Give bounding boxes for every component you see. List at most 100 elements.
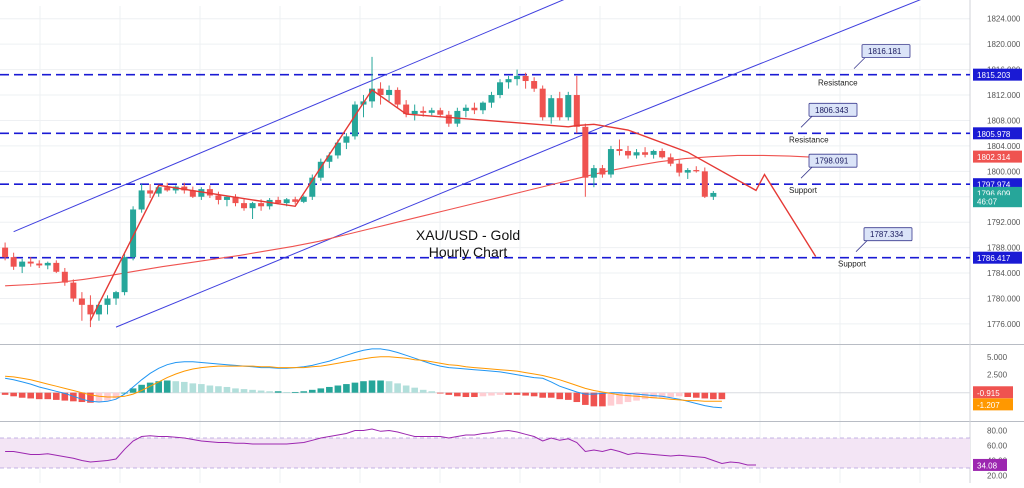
macd-histogram-bar [291, 391, 299, 393]
macd-histogram-bar [215, 386, 222, 393]
candle-body [70, 282, 77, 299]
macd-histogram-bar [44, 392, 52, 400]
price-tick-label: 1776.000 [987, 320, 1021, 329]
level-label: Resistance [789, 135, 829, 144]
price-label-box [973, 127, 1022, 140]
candle-body [454, 110, 461, 124]
level-callout-value: 1806.343 [815, 106, 849, 115]
macd-histogram-bar [240, 389, 248, 393]
candle-body [10, 257, 17, 267]
macd-signal-line [5, 356, 722, 402]
candle-body [189, 190, 196, 197]
macd-histogram-bar [556, 392, 564, 400]
candle-body [531, 81, 538, 89]
candle-body [326, 155, 333, 162]
level-label: Support [789, 186, 818, 195]
candle-body [232, 196, 239, 204]
candle-body [369, 88, 376, 102]
price-label-text: 1802.314 [977, 153, 1011, 162]
macd-histogram-bar [334, 385, 342, 393]
rsi-tick-label: 60.00 [987, 442, 1008, 451]
candle-body [403, 104, 410, 115]
macd-histogram-bar [206, 385, 214, 393]
macd-histogram-bar [564, 392, 572, 400]
macd-histogram-bar [692, 392, 700, 398]
candle-body [19, 261, 26, 267]
candle-body [95, 304, 102, 315]
price-label-text: 1796.609 [977, 189, 1011, 198]
macd-histogram-bar [573, 392, 581, 403]
candle-body [53, 262, 60, 272]
macd-histogram-bar [223, 386, 231, 393]
candle-body [223, 196, 230, 200]
price-label-text: 1786.417 [977, 254, 1011, 263]
price-tick-label: 1784.000 [987, 269, 1021, 278]
macd-histogram-bar [95, 392, 103, 403]
macd-histogram-bar [513, 392, 521, 395]
macd-value-text: -1.207 [977, 401, 1000, 410]
price-label-box [973, 150, 1022, 163]
macd-histogram-bar [326, 386, 333, 393]
macd-histogram-bar [283, 391, 290, 393]
wave-pattern-line [89, 88, 817, 322]
callout-box [808, 153, 858, 168]
candle-body [565, 95, 572, 118]
candle-body [61, 271, 68, 283]
candle-body [309, 177, 316, 197]
candle-body [147, 190, 154, 194]
macd-histogram-bar [257, 390, 265, 393]
price-tick-label: 1792.000 [987, 218, 1021, 227]
candle-body [44, 262, 51, 266]
candle-body [104, 298, 111, 305]
price-label-text: 46:07 [977, 198, 998, 207]
candle-body [386, 89, 393, 96]
candle-body [667, 157, 674, 164]
candle-body [573, 95, 580, 127]
callout-pointer [853, 56, 867, 69]
macd-histogram-bar [530, 392, 538, 397]
macd-histogram-bar [377, 380, 384, 393]
macd-histogram-bar [300, 391, 308, 393]
level-label: Support [838, 260, 867, 269]
macd-histogram-bar [308, 389, 316, 393]
candle-body [710, 192, 717, 197]
macd-histogram-bar [462, 392, 470, 398]
price-tick-label: 1804.000 [987, 142, 1021, 151]
macd-histogram-bar [87, 392, 94, 403]
macd-histogram-bar [599, 392, 606, 407]
macd-histogram-bar [78, 392, 86, 403]
candle-body [522, 75, 529, 82]
macd-histogram-bar [232, 388, 239, 393]
trend-line [13, 0, 565, 233]
price-label-text: 1797.974 [977, 181, 1011, 190]
candle-body [607, 149, 614, 175]
rsi-value-box [973, 458, 1007, 471]
candle-body [420, 110, 427, 113]
macd-histogram-bar [343, 384, 350, 393]
candle-body [351, 104, 358, 137]
macd-histogram-bar [667, 392, 674, 398]
candle-body [548, 98, 555, 118]
candle-body [693, 170, 700, 172]
macd-histogram-bar [471, 392, 478, 398]
macd-histogram-bar [402, 385, 410, 393]
price-label-box [973, 195, 1022, 208]
candle-body [514, 75, 521, 80]
level-callout-value: 1787.334 [870, 230, 904, 239]
price-label-text: 1815.203 [977, 71, 1011, 80]
macd-histogram-bar [411, 387, 418, 393]
candle-body [394, 89, 401, 105]
candle-body [659, 150, 666, 158]
macd-histogram-bar [385, 381, 393, 393]
rsi-line [5, 428, 756, 466]
candle-body [625, 150, 632, 156]
macd-histogram-bar [368, 380, 376, 393]
candle-body [181, 186, 188, 191]
rsi-band [0, 438, 970, 468]
candle-body [633, 152, 640, 156]
macd-tick-label: 5.000 [987, 353, 1008, 362]
callout-box [863, 227, 913, 242]
macd-histogram-bar [351, 382, 359, 393]
candle-body [479, 102, 486, 111]
